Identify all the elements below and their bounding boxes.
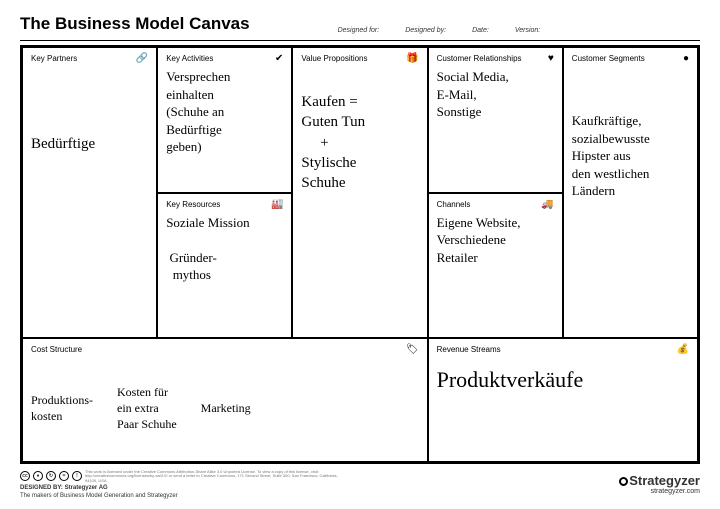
cell-customer-relationships: Customer Relationships ♥ Social Media, E… xyxy=(428,47,563,193)
check-icon: ✔ xyxy=(275,54,283,64)
footer-left: cc ● ↻ = ! This work is licensed under t… xyxy=(20,470,345,499)
label-key-resources: Key Resources xyxy=(166,200,220,209)
label-value-prop: Value Propositions xyxy=(301,54,367,63)
page: The Business Model Canvas Designed for: … xyxy=(0,0,720,509)
header: The Business Model Canvas Designed for: … xyxy=(20,14,700,41)
brand-logo: Strategyzer xyxy=(619,473,700,488)
content-revenue: Produktverkäufe xyxy=(437,365,689,395)
brand-circle-icon xyxy=(619,477,628,486)
label-key-partners: Key Partners xyxy=(31,54,77,63)
content-key-partners: Bedürftige xyxy=(31,134,148,154)
label-channels: Channels xyxy=(437,200,471,209)
cost-item-3: Marketing xyxy=(201,400,251,416)
nd-icon: = xyxy=(59,471,69,481)
designed-by-value: Strategyzer AG xyxy=(65,485,108,491)
moneybag-icon: 💰 xyxy=(677,345,689,355)
extra-icon: ! xyxy=(72,471,82,481)
content-key-resources: Soziale Mission Gründer- mythos xyxy=(166,214,283,284)
meta-designed-by: Designed by: xyxy=(405,27,446,34)
cell-value-propositions: Value Propositions 🎁 Kaufen = Guten Tun … xyxy=(292,47,427,338)
link-icon: 🔗 xyxy=(136,54,148,64)
bmc-grid: Key Partners 🔗 Bedürftige Key Activities… xyxy=(20,45,700,464)
content-cust-seg: Kaufkräftige, sozialbewusste Hipster aus… xyxy=(572,112,689,200)
license-text: This work is licensed under the Creative… xyxy=(85,470,345,483)
footer: cc ● ↻ = ! This work is licensed under t… xyxy=(20,464,700,499)
content-key-activities: Versprechen einhalten (Schuhe an Bedürft… xyxy=(166,68,283,156)
designed-by: DESIGNED BY: Strategyzer AG xyxy=(20,485,345,491)
canvas-title: The Business Model Canvas xyxy=(20,14,250,34)
person-icon: ● xyxy=(683,54,689,64)
cell-key-activities: Key Activities ✔ Versprechen einhalten (… xyxy=(157,47,292,193)
label-cust-seg: Customer Segments xyxy=(572,54,645,63)
cell-key-partners: Key Partners 🔗 Bedürftige xyxy=(22,47,157,338)
footer-right: Strategyzer strategyzer.com xyxy=(619,473,700,495)
header-meta: Designed for: Designed by: Date: Version… xyxy=(268,27,700,34)
label-revenue: Revenue Streams xyxy=(437,345,501,354)
designed-by-label: DESIGNED BY: xyxy=(20,485,63,491)
brand-name: Strategyzer xyxy=(629,473,700,488)
content-cust-rel: Social Media, E-Mail, Sonstige xyxy=(437,68,554,121)
label-key-activities: Key Activities xyxy=(166,54,213,63)
label-cost: Cost Structure xyxy=(31,345,82,354)
cell-key-resources: Key Resources 🏭 Soziale Mission Gründer-… xyxy=(157,193,292,339)
factory-icon: 🏭 xyxy=(271,200,283,210)
cell-cost-structure: Cost Structure 🏷 Produktions- kosten Kos… xyxy=(22,338,428,462)
cell-customer-segments: Customer Segments ● Kaufkräftige, sozial… xyxy=(563,47,698,338)
meta-version: Version: xyxy=(515,27,540,34)
truck-icon: 🚚 xyxy=(541,200,553,210)
tag-icon: 🏷 xyxy=(406,345,419,355)
heart-icon: ♥ xyxy=(548,54,554,64)
cell-revenue-streams: Revenue Streams 💰 Produktverkäufe xyxy=(428,338,698,462)
meta-designed-for: Designed for: xyxy=(338,27,380,34)
by-icon: ● xyxy=(33,471,43,481)
cost-item-1: Produktions- kosten xyxy=(31,392,93,424)
cost-item-2: Kosten für ein extra Paar Schuhe xyxy=(117,384,177,433)
cc-badges: cc ● ↻ = ! This work is licensed under t… xyxy=(20,470,345,483)
footer-subline: The makers of Business Model Generation … xyxy=(20,493,345,499)
gift-icon: 🎁 xyxy=(406,54,418,64)
content-channels: Eigene Website, Verschiedene Retailer xyxy=(437,214,554,267)
content-value-prop: Kaufen = Guten Tun + Stylische Schuhe xyxy=(301,92,418,193)
brand-url: strategyzer.com xyxy=(619,488,700,495)
sa-icon: ↻ xyxy=(46,471,56,481)
cell-channels: Channels 🚚 Eigene Website, Verschiedene … xyxy=(428,193,563,339)
meta-date: Date: xyxy=(472,27,489,34)
content-cost: Produktions- kosten Kosten für ein extra… xyxy=(31,359,419,457)
cc-icon: cc xyxy=(20,471,30,481)
label-cust-rel: Customer Relationships xyxy=(437,54,522,63)
